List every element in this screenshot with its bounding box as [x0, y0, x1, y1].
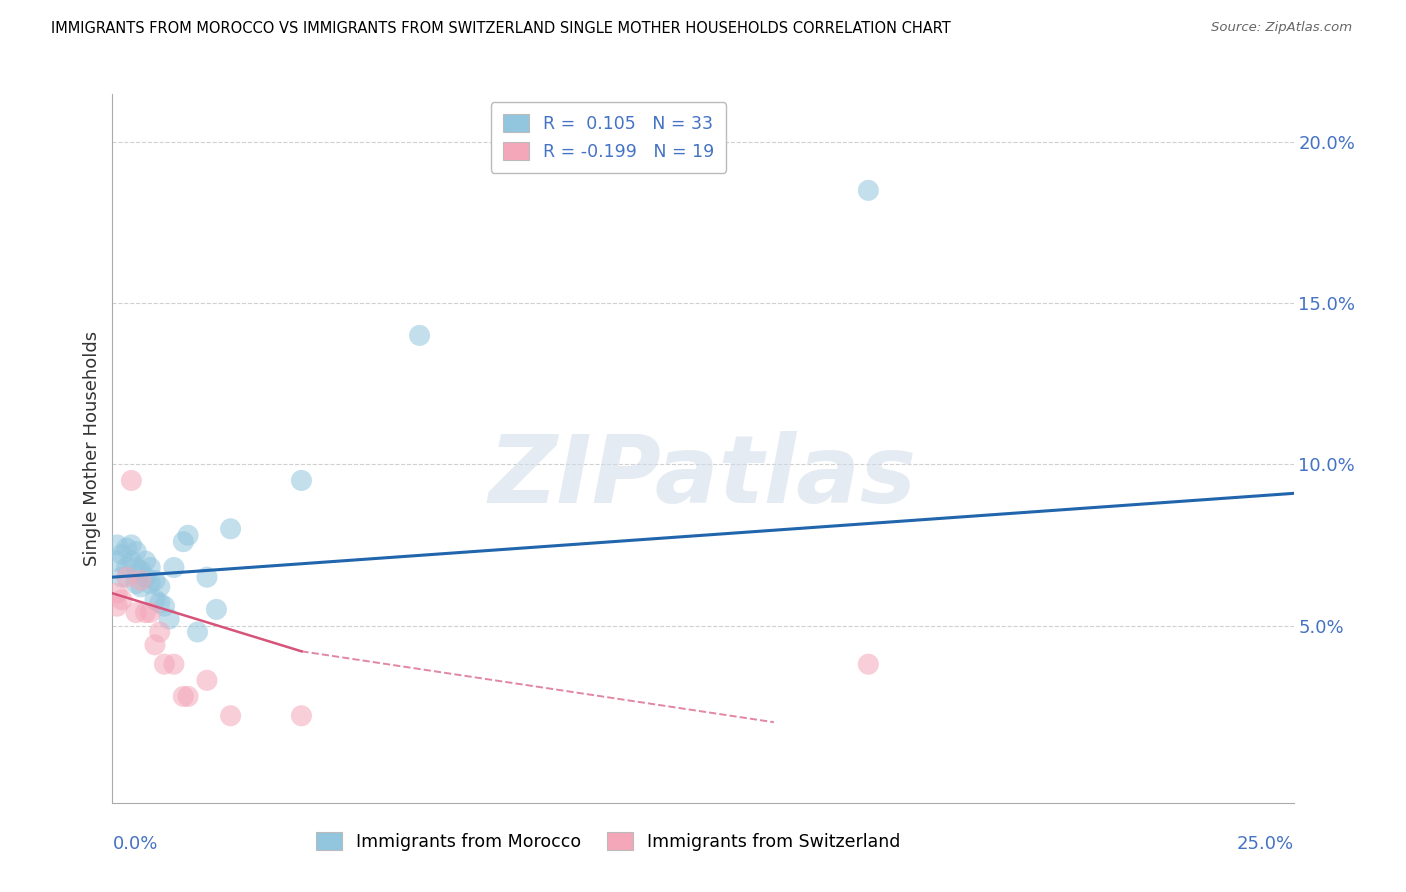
Point: [129, 574, 152, 588]
Point: [120, 554, 142, 568]
Point: [143, 638, 166, 652]
Point: [172, 534, 194, 549]
Point: [115, 541, 138, 556]
Point: [120, 538, 142, 552]
Point: [290, 474, 312, 488]
Text: ZIPatlas: ZIPatlas: [489, 431, 917, 523]
Y-axis label: Single Mother Households: Single Mother Households: [83, 331, 101, 566]
Point: [858, 657, 880, 672]
Point: [111, 592, 134, 607]
Point: [195, 570, 218, 584]
Point: [129, 580, 152, 594]
Point: [139, 606, 162, 620]
Point: [219, 522, 242, 536]
Point: [120, 474, 142, 488]
Point: [105, 538, 128, 552]
Point: [139, 560, 162, 574]
Point: [153, 657, 176, 672]
Point: [135, 554, 157, 568]
Point: [115, 560, 138, 574]
Point: [125, 576, 148, 591]
Point: [105, 586, 128, 600]
Point: [177, 690, 200, 704]
Point: [105, 599, 128, 614]
Point: [858, 183, 880, 197]
Point: [149, 596, 172, 610]
Point: [195, 673, 218, 688]
Point: [186, 624, 208, 639]
Point: [135, 606, 157, 620]
Point: [139, 576, 162, 591]
Point: [149, 624, 172, 639]
Point: [172, 690, 194, 704]
Text: IMMIGRANTS FROM MOROCCO VS IMMIGRANTS FROM SWITZERLAND SINGLE MOTHER HOUSEHOLDS : IMMIGRANTS FROM MOROCCO VS IMMIGRANTS FR…: [51, 21, 950, 37]
Point: [129, 564, 152, 578]
Point: [125, 544, 148, 558]
Point: [153, 599, 176, 614]
Text: 25.0%: 25.0%: [1236, 835, 1294, 853]
Point: [163, 657, 186, 672]
Point: [111, 548, 134, 562]
Point: [177, 528, 200, 542]
Point: [125, 560, 148, 574]
Text: Source: ZipAtlas.com: Source: ZipAtlas.com: [1212, 21, 1353, 35]
Text: 0.0%: 0.0%: [112, 835, 157, 853]
Point: [290, 708, 312, 723]
Point: [205, 602, 228, 616]
Point: [219, 708, 242, 723]
Point: [149, 580, 172, 594]
Point: [157, 612, 180, 626]
Point: [143, 592, 166, 607]
Point: [135, 570, 157, 584]
Point: [125, 606, 148, 620]
Point: [143, 574, 166, 588]
Point: [105, 554, 128, 568]
Point: [115, 570, 138, 584]
Point: [408, 328, 430, 343]
Point: [163, 560, 186, 574]
Point: [111, 570, 134, 584]
Legend: Immigrants from Morocco, Immigrants from Switzerland: Immigrants from Morocco, Immigrants from…: [309, 825, 908, 858]
